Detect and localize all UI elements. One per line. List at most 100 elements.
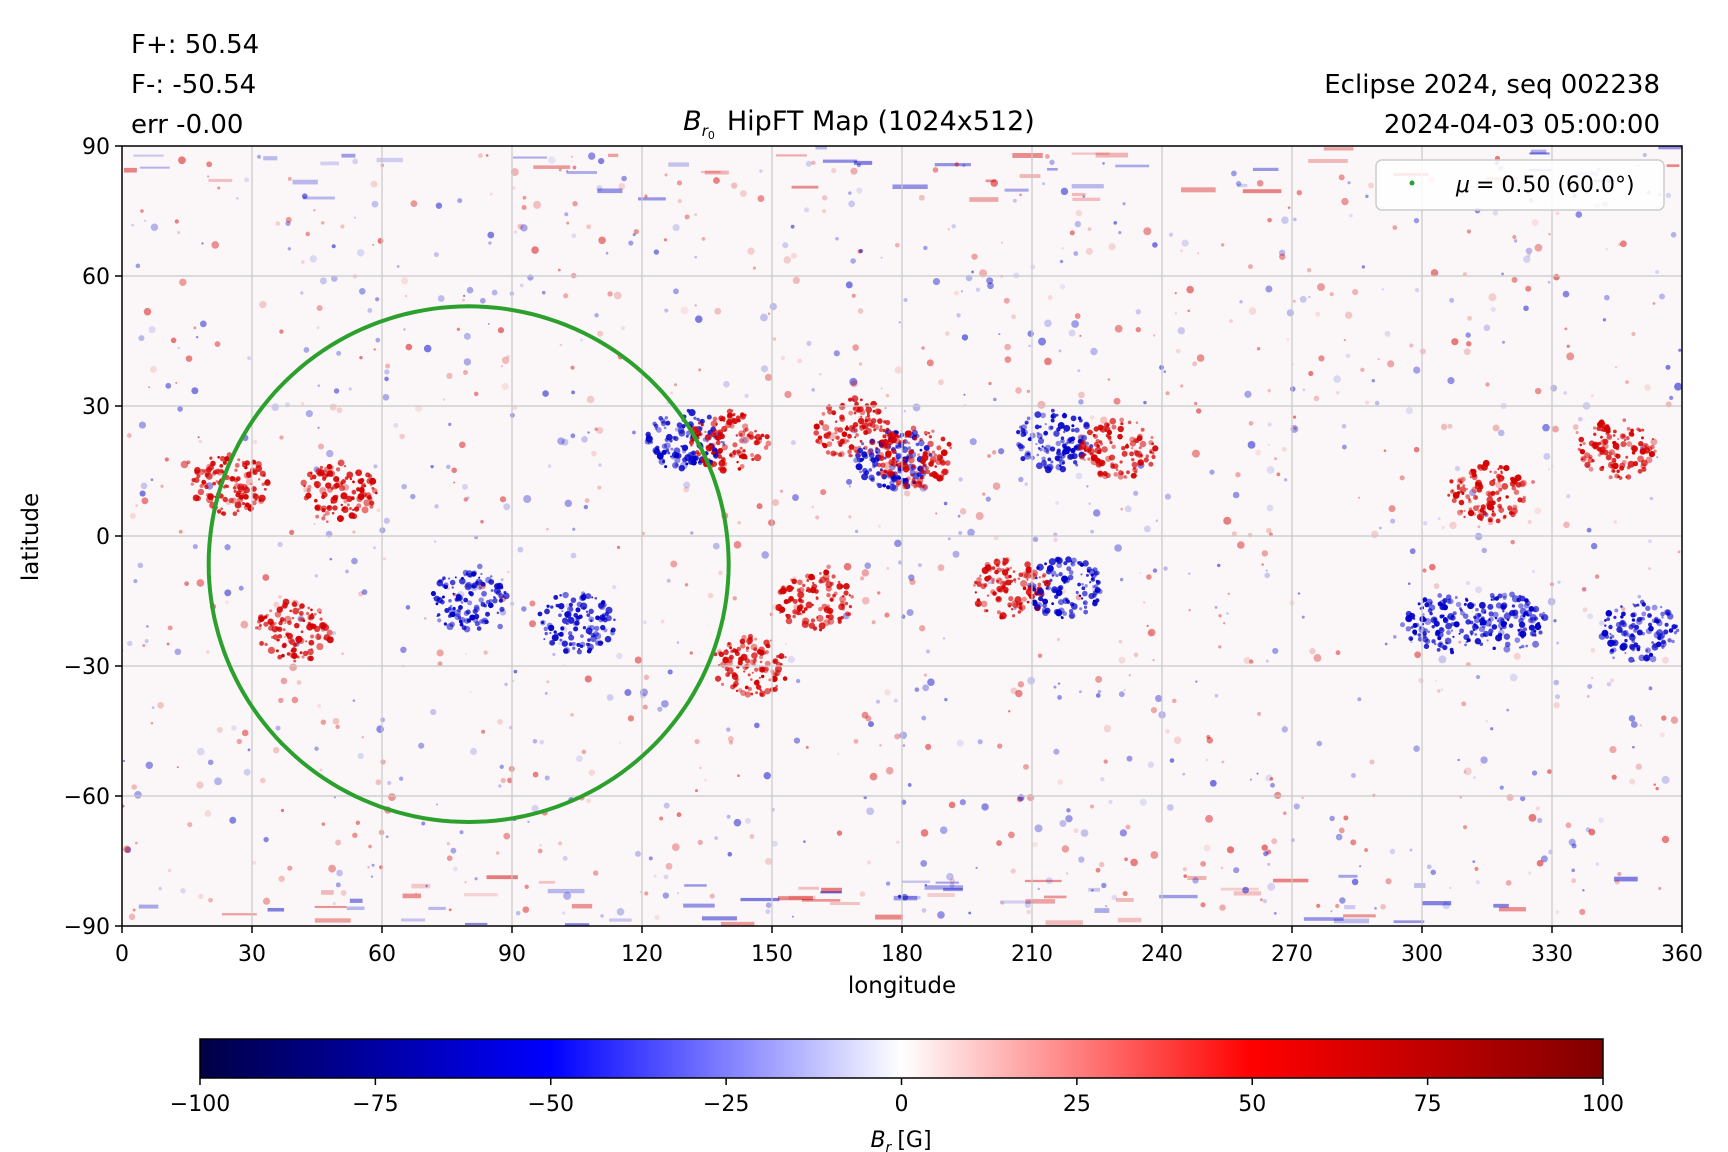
field-speckle	[767, 312, 771, 315]
polar-speckle	[1273, 878, 1309, 883]
field-speckle	[1255, 449, 1262, 456]
field-speckle	[570, 552, 577, 559]
y-tick-label: −90	[64, 915, 110, 940]
active-region-point	[848, 433, 851, 437]
active-region-point	[1036, 431, 1040, 435]
field-speckle	[1555, 910, 1560, 914]
active-region-point	[473, 604, 480, 611]
active-region-point	[320, 622, 328, 629]
active-region-point	[928, 461, 934, 467]
field-speckle	[464, 653, 467, 656]
active-region-point	[1638, 440, 1644, 447]
active-region-point	[689, 451, 697, 459]
active-region-point	[807, 589, 812, 593]
field-speckle	[1374, 906, 1377, 910]
field-speckle	[1223, 622, 1226, 625]
field-speckle	[899, 731, 908, 740]
active-region-point	[569, 603, 573, 607]
active-region-point	[1603, 425, 1611, 433]
active-region-point	[736, 646, 742, 652]
active-region-point	[1053, 430, 1060, 437]
active-region-point	[236, 496, 244, 503]
polar-speckle	[892, 184, 928, 190]
polar-speckle	[221, 913, 257, 916]
active-region-point	[1468, 469, 1475, 476]
field-speckle	[1281, 216, 1289, 224]
field-speckle	[885, 766, 894, 775]
field-speckle	[894, 733, 901, 740]
active-region-point	[1043, 446, 1046, 449]
active-region-point	[1508, 623, 1514, 628]
field-speckle	[958, 531, 963, 535]
field-speckle	[1393, 635, 1397, 639]
active-region-point	[862, 447, 865, 450]
field-speckle	[1066, 872, 1069, 875]
field-speckle	[371, 200, 379, 208]
active-region-point	[1429, 611, 1433, 616]
active-region-point	[764, 660, 771, 667]
field-speckle	[480, 520, 484, 524]
field-speckle	[1286, 338, 1290, 341]
field-speckle	[694, 213, 698, 217]
active-region-point	[697, 421, 701, 425]
active-region-point	[481, 617, 489, 625]
field-speckle	[1555, 694, 1561, 700]
active-region-point	[219, 464, 224, 468]
active-region-point	[976, 581, 982, 587]
field-speckle	[699, 766, 702, 770]
field-speckle	[1389, 848, 1396, 855]
field-speckle	[1090, 529, 1095, 534]
field-speckle	[184, 581, 190, 587]
active-region-point	[1447, 493, 1451, 497]
active-region-point	[923, 430, 928, 436]
active-region-point	[588, 608, 594, 615]
field-speckle	[653, 874, 657, 878]
field-speckle	[451, 467, 457, 474]
active-region-point	[342, 506, 346, 510]
field-speckle	[654, 914, 660, 920]
active-region-point	[1580, 455, 1587, 463]
polar-speckle	[935, 881, 959, 884]
field-speckle	[436, 649, 444, 657]
active-region-point	[1478, 626, 1486, 633]
active-region-point	[862, 467, 868, 474]
field-speckle	[1085, 247, 1093, 255]
field-speckle	[499, 496, 507, 503]
field-speckle	[884, 689, 891, 696]
field-speckle	[756, 503, 763, 510]
field-speckle	[1266, 527, 1272, 534]
active-region-point	[1036, 462, 1043, 470]
active-region-point	[853, 428, 858, 433]
field-speckle	[1490, 727, 1494, 731]
active-region-point	[995, 577, 1003, 585]
polar-speckle	[133, 154, 164, 157]
field-speckle	[1316, 740, 1323, 747]
active-region-point	[1026, 600, 1030, 604]
field-speckle	[1075, 209, 1083, 217]
field-speckle	[387, 780, 392, 786]
colorbar-tick-label: 100	[1582, 1092, 1624, 1117]
active-region-point	[430, 590, 437, 597]
active-region-point	[779, 656, 782, 659]
field-speckle	[1313, 654, 1322, 662]
active-region-point	[1522, 627, 1528, 632]
field-speckle	[522, 195, 527, 200]
field-speckle	[864, 562, 872, 569]
field-speckle	[129, 512, 136, 519]
field-speckle	[1495, 482, 1502, 489]
active-region-point	[1489, 593, 1495, 598]
field-speckle	[375, 297, 380, 302]
active-region-point	[308, 616, 312, 620]
field-speckle	[1227, 592, 1231, 596]
active-region-point	[1150, 436, 1154, 440]
flux-negative-label: F-: -50.54	[131, 70, 257, 100]
active-region-point	[245, 471, 253, 478]
active-region-point	[1042, 598, 1049, 605]
active-region-point	[1434, 623, 1438, 627]
polar-speckle	[668, 162, 690, 167]
x-tick-label: 240	[1141, 942, 1183, 967]
field-speckle	[418, 742, 425, 749]
active-region-point	[681, 449, 687, 454]
field-speckle	[500, 777, 506, 784]
field-speckle	[1229, 319, 1233, 323]
